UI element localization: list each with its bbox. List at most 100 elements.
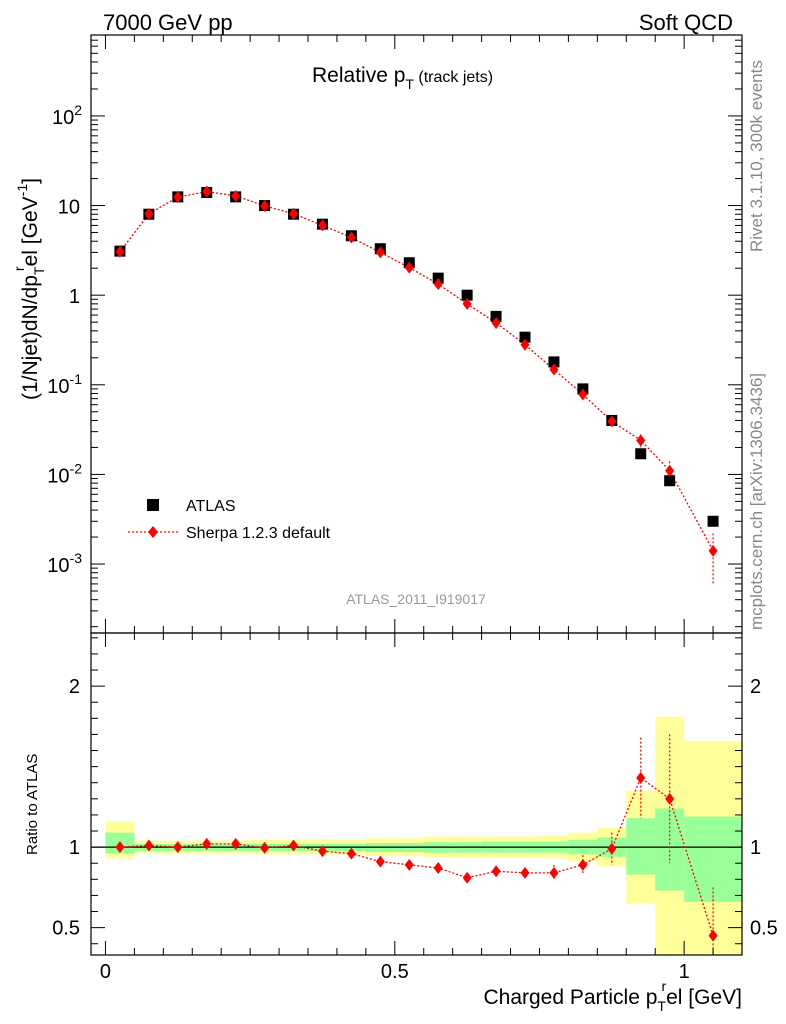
- sherpa-data-point: [346, 231, 356, 244]
- ratio-data-point: [404, 858, 414, 871]
- atlas-data-point: [490, 310, 502, 322]
- atlas-data-point: [635, 448, 647, 460]
- ratio-markers: [115, 771, 718, 942]
- main-y-axis-label: (1/Njet)dN/dpTrel [GeV-1]: [11, 178, 47, 400]
- sherpa-data-point: [375, 246, 385, 259]
- legend-label-sherpa: Sherpa 1.2.3 default: [186, 525, 331, 542]
- ratio-data-point: [607, 842, 617, 855]
- x-tick-label: 0.5: [381, 961, 409, 983]
- x-tick-label: 0: [100, 961, 111, 983]
- sherpa-data-point: [144, 207, 154, 220]
- ylabel-part3: ]: [19, 178, 42, 184]
- ratio-data-point: [665, 792, 675, 805]
- main-series-lines: [119, 190, 714, 552]
- ratio-data-point: [289, 839, 299, 852]
- sherpa-data-point: [433, 278, 443, 291]
- sherpa-data-point: [665, 464, 675, 477]
- ylabel-superscript: r: [11, 266, 27, 271]
- sherpa-data-point: [289, 207, 299, 220]
- ratio-data-point: [317, 845, 327, 858]
- mcplots-reference-label: mcplots.cern.ch [arXiv:1306.3436]: [747, 373, 766, 630]
- ratio-y-axis-label: Ratio to ATLAS: [24, 754, 41, 855]
- analysis-label: ATLAS_2011_I919017: [346, 591, 486, 607]
- tick-label-base: 10: [47, 555, 69, 577]
- tick-label-base: 1: [69, 286, 80, 308]
- ratio-inner-band: [655, 808, 685, 891]
- ratio-y-tick-label-left: 0.5: [52, 918, 80, 940]
- ratio-data-point: [708, 929, 718, 942]
- legend: ATLAS Sherpa 1.2.3 default: [128, 498, 331, 542]
- ratio-data-point: [346, 847, 356, 860]
- main-y-tick-label: 10-3: [47, 550, 82, 577]
- sherpa-data-point: [202, 185, 212, 198]
- ratio-sherpa-curve: [119, 776, 714, 936]
- ylabel-part1: (1/Njet)dN/dp: [19, 275, 42, 400]
- ratio-data-point: [173, 841, 183, 854]
- atlas-data-point: [519, 331, 531, 343]
- main-title-subscript: T: [405, 76, 414, 92]
- tick-label-base: 10: [58, 197, 80, 219]
- xlabel-part1: Charged Particle p: [483, 986, 657, 1009]
- ratio-y-tick-label-right: 2: [750, 676, 761, 698]
- tick-label-base: 10: [52, 107, 74, 129]
- atlas-data-point: [664, 475, 676, 487]
- ratio-plot-frame: [90, 632, 743, 956]
- sherpa-data-point: [173, 191, 183, 204]
- main-y-tick-label: 1: [69, 286, 80, 308]
- sherpa-data-point: [317, 219, 327, 232]
- header-left-label: 7000 GeV pp: [103, 10, 233, 35]
- ratio-inner-band: [626, 818, 656, 875]
- ylabel-unit-superscript: -1: [14, 184, 30, 197]
- ratio-y-tick-label-left: 2: [69, 676, 80, 698]
- ratio-data-point: [260, 841, 270, 854]
- atlas-data-point: [548, 356, 560, 368]
- header-right-label: Soft QCD: [639, 10, 733, 35]
- main-title: Relative pT (track jets): [312, 64, 493, 92]
- main-error-bars: [611, 417, 714, 584]
- ratio-axes: 0.5 1 2 0.5 1 2 0 0.5 1: [52, 632, 778, 983]
- ratio-data-point: [375, 855, 385, 868]
- main-y-tick-label: 10: [58, 197, 80, 219]
- tick-label-exponent: -3: [70, 550, 83, 566]
- sherpa-data-point: [115, 245, 125, 258]
- x-axis-label: Charged Particle pTrel [GeV]: [483, 978, 742, 1014]
- tick-label-exponent: -2: [70, 460, 83, 476]
- ratio-data-point: [202, 837, 212, 850]
- rivet-version-label: Rivet 3.1.10, 300k events: [747, 60, 766, 252]
- ratio-y-tick-label-right: 1: [750, 837, 761, 859]
- ylabel-subscript: T: [31, 266, 47, 275]
- sherpa-data-point: [462, 297, 472, 310]
- legend-label-atlas: ATLAS: [186, 498, 236, 515]
- legend-marker-sherpa: [148, 526, 158, 538]
- sherpa-data-point: [636, 434, 646, 447]
- tick-label-base: 10: [47, 465, 69, 487]
- sherpa-data-point: [578, 388, 588, 401]
- main-title-text: Relative p: [312, 64, 405, 87]
- sherpa-data-point: [404, 261, 414, 274]
- ylabel-part2: el [GeV: [19, 196, 42, 266]
- ratio-data-point: [578, 858, 588, 871]
- tick-label-exponent: -1: [70, 371, 83, 387]
- sherpa-data-point: [491, 316, 501, 329]
- ratio-data-point: [462, 871, 472, 884]
- sherpa-curve: [119, 190, 714, 552]
- legend-marker-atlas: [147, 499, 159, 511]
- ratio-series-lines: [119, 776, 714, 936]
- tick-label-exponent: 2: [74, 102, 82, 118]
- ratio-data-point: [549, 866, 559, 879]
- ratio-y-tick-label-left: 1: [69, 837, 80, 859]
- ratio-uncertainty-bands: [105, 716, 742, 955]
- atlas-data-point: [461, 289, 473, 301]
- xlabel-part2: el [GeV]: [666, 986, 742, 1009]
- xlabel-superscript: r: [661, 978, 666, 994]
- ratio-data-point: [115, 841, 125, 854]
- main-y-tick-label: 102: [52, 102, 82, 129]
- ratio-data-point: [144, 839, 154, 852]
- main-markers: [114, 185, 719, 557]
- ratio-data-point: [491, 865, 501, 878]
- ratio-panel: 0.5 1 2 0.5 1 2 0 0.5 1 Ratio to ATLAS Charged P…: [24, 632, 778, 1014]
- atlas-data-point: [707, 515, 719, 527]
